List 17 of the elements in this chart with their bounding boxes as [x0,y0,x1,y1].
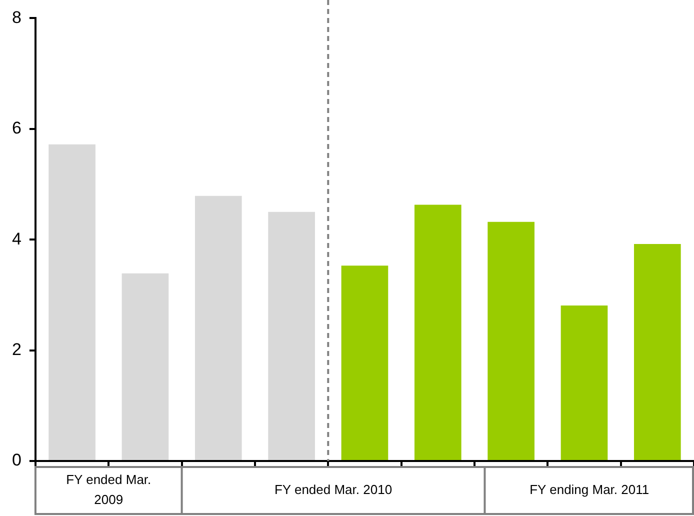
y-tick-label: 8 [12,8,22,27]
bar [488,222,534,460]
bar [122,273,169,460]
y-tick-label: 6 [12,118,22,138]
bar [414,204,462,460]
bar [560,305,608,460]
text: FY ended Mar. 2010 [274,482,392,498]
bar [634,244,681,460]
y-tick-label: 2 [12,340,22,359]
text: FY ended Mar. 2009 [66,472,152,508]
bar [48,144,96,460]
bar [341,266,388,460]
y-tick-label: 4 [12,229,22,248]
bar [268,212,315,460]
text: FY ending Mar. 2011 [530,482,650,498]
y-tick-label: 0 [12,450,22,470]
bar [194,196,242,460]
